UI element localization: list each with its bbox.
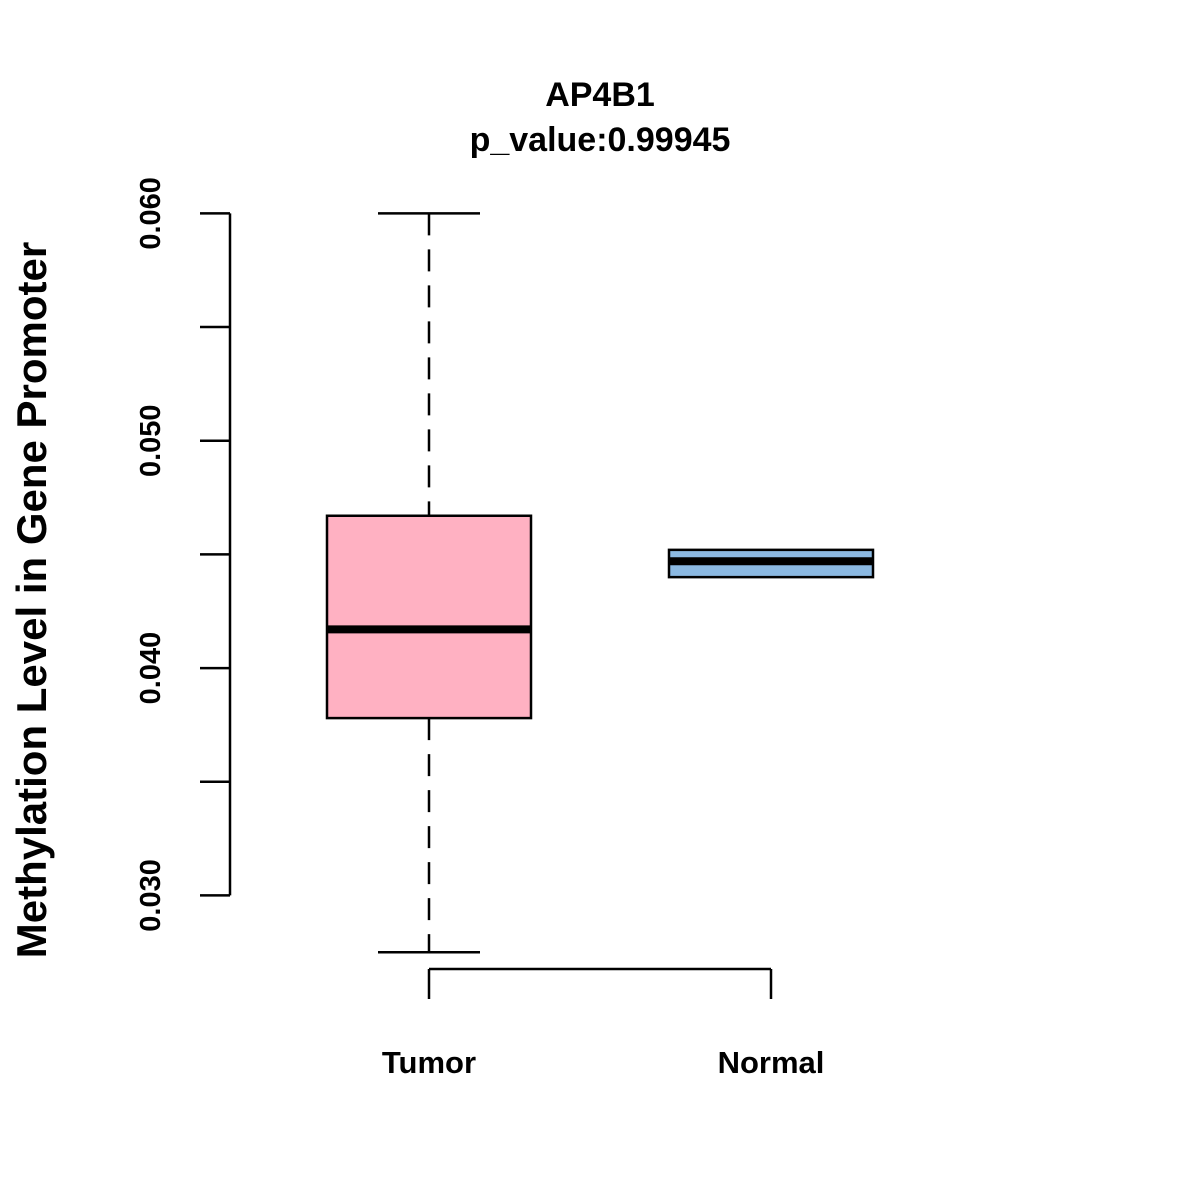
boxes xyxy=(325,212,875,954)
box-normal xyxy=(667,548,875,579)
chart-title: AP4B1 xyxy=(545,76,655,114)
y-axis-label: Methylation Level in Gene Promoter xyxy=(8,242,55,958)
box-iqr xyxy=(325,514,533,720)
y-tick-label: 0.030 xyxy=(135,859,167,932)
y-axis: 0.030 0.040 0.050 0.060 xyxy=(135,177,232,932)
x-tick-label: Tumor xyxy=(382,1045,476,1080)
x-axis: Tumor Normal xyxy=(382,967,825,1080)
x-tick-label: Normal xyxy=(718,1045,825,1080)
y-tick-label: 0.040 xyxy=(135,632,167,705)
y-tick-label: 0.060 xyxy=(135,177,167,250)
y-tick-label: 0.050 xyxy=(135,404,167,477)
box-tumor xyxy=(325,212,533,954)
chart-subtitle: p_value:0.99945 xyxy=(470,121,731,159)
